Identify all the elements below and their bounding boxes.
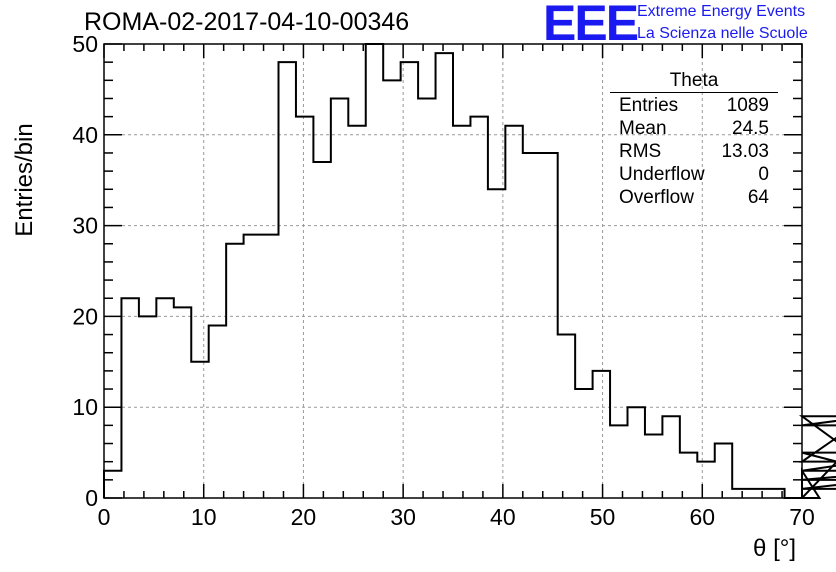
y-tick-label: 10 xyxy=(72,394,98,420)
logo-subtitle-2: La Scienza nelle Scuole xyxy=(637,25,808,42)
stats-row-mean: Mean 24.5 xyxy=(610,117,778,140)
x-axis-label: θ [°] xyxy=(753,535,796,562)
y-tick-label: 50 xyxy=(72,31,98,57)
stats-label: Overflow xyxy=(619,187,694,208)
tick-labels: 0 10 20 30 40 50 60 70 0 10 20 30 40 50 xyxy=(72,31,814,530)
stats-box: Theta Entries 1089 Mean 24.5 RMS 13.03 U… xyxy=(610,70,778,209)
stats-value: 64 xyxy=(747,187,769,208)
y-tick-label: 30 xyxy=(72,213,98,239)
stats-label: Mean xyxy=(619,118,667,139)
stats-value: 24.5 xyxy=(732,118,769,139)
histogram-series xyxy=(103,43,836,499)
y-axis-label: Entries/bin xyxy=(11,123,38,236)
x-tick-label: 0 xyxy=(98,504,111,530)
chart-title: ROMA-02-2017-04-10-00346 xyxy=(84,8,410,36)
stats-row-underflow: Underflow 0 xyxy=(610,163,778,186)
x-tick-label: 60 xyxy=(689,504,715,530)
y-tick-label: 0 xyxy=(85,485,98,511)
stats-value: 13.03 xyxy=(721,141,769,162)
stats-row-overflow: Overflow 64 xyxy=(610,186,778,209)
eee-logo: EEE xyxy=(543,0,639,51)
plot-frame xyxy=(103,43,803,499)
x-tick-label: 30 xyxy=(390,504,416,530)
x-tick-label: 50 xyxy=(590,504,616,530)
stats-row-entries: Entries 1089 xyxy=(610,94,778,117)
stats-title: Theta xyxy=(610,70,778,93)
axis-ticks xyxy=(103,43,803,499)
stats-value: 0 xyxy=(758,164,769,185)
stats-label: Underflow xyxy=(619,164,705,185)
stats-row-rms: RMS 13.03 xyxy=(610,140,778,163)
stats-label: Entries xyxy=(619,95,679,116)
x-tick-label: 10 xyxy=(191,504,217,530)
x-tick-label: 40 xyxy=(490,504,516,530)
y-tick-label: 20 xyxy=(72,303,98,329)
stats-label: RMS xyxy=(619,141,662,162)
logo-subtitle-1: Extreme Energy Events xyxy=(637,3,806,20)
x-tick-label: 70 xyxy=(789,504,815,530)
stats-value: 1089 xyxy=(726,95,769,116)
x-tick-label: 20 xyxy=(291,504,317,530)
y-tick-label: 40 xyxy=(72,122,98,148)
grid-lines xyxy=(104,44,802,498)
